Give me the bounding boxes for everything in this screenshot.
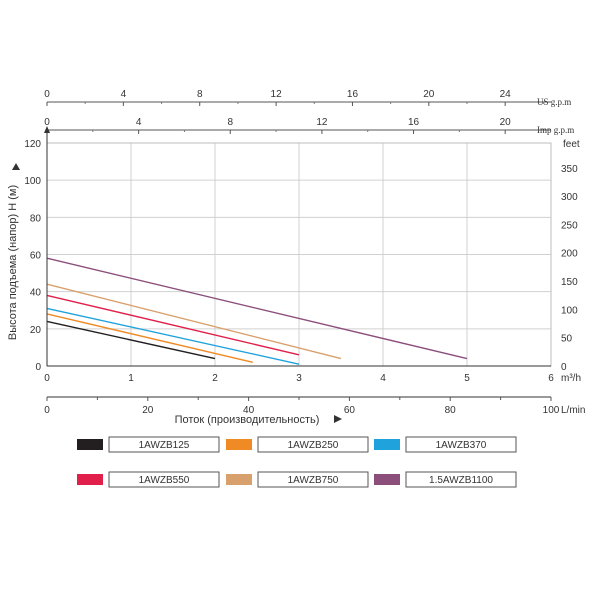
legend-swatch-1AWZB750	[226, 474, 252, 485]
m3h-tick-label: 6	[548, 373, 554, 384]
series-line-1AWZB750	[46, 283, 342, 360]
us-gpm-axis-unit: US g.p.m	[537, 97, 571, 107]
legend-label-1AWZB125: 1AWZB125	[139, 440, 190, 451]
x-axis-title: Поток (производительность)	[175, 414, 320, 426]
legend-label-1AWZB250: 1AWZB250	[288, 440, 339, 451]
lmin-axis-unit: L/min	[561, 405, 585, 416]
m3h-tick-label: 5	[464, 373, 470, 384]
imp-gpm-axis-tick-label: 12	[316, 117, 328, 128]
feet-tick-label: 250	[561, 220, 578, 231]
y-tick-label: 80	[30, 213, 42, 224]
chart-grid	[46, 142, 552, 367]
feet-tick-label: 0	[561, 362, 567, 373]
imp-gpm-axis-tick-label: 8	[227, 117, 233, 128]
legend-label-1AWZB370: 1AWZB370	[436, 440, 487, 451]
imp-gpm-axis-unit: Imp g.p.m	[537, 125, 574, 135]
y-tick-label: 120	[24, 139, 41, 150]
legend-swatch-1AWZB250	[226, 439, 252, 450]
us-gpm-axis-tick-label: 0	[44, 89, 50, 100]
y-tick-label: 40	[30, 288, 42, 299]
feet-tick-label: 300	[561, 192, 578, 203]
y-tick-label: 60	[30, 251, 42, 262]
us-gpm-axis-tick-label: 16	[347, 89, 359, 100]
us-gpm-axis-tick-label: 4	[121, 89, 127, 100]
lmin-tick-label: 60	[344, 405, 356, 416]
legend-swatch-1AWZB125	[77, 439, 103, 450]
y-axis-title: Высота подъема (напор) Н (м)	[7, 185, 19, 340]
lmin-tick-label: 20	[142, 405, 154, 416]
legend-box	[108, 471, 220, 488]
m3h-tick-label: 3	[296, 373, 302, 384]
legend-label-1AWZB550: 1AWZB550	[139, 475, 190, 486]
imp-gpm-axis-tick-label: 0	[44, 117, 50, 128]
y-tick-label: 0	[35, 362, 41, 373]
legend-box	[108, 436, 220, 453]
lmin-tick-label: 40	[243, 405, 255, 416]
legend-swatch-1AWZB370	[374, 439, 400, 450]
legend-swatch-1AWZB550	[77, 474, 103, 485]
us-gpm-axis-tick-label: 24	[500, 89, 512, 100]
series-line-1AWZB370	[46, 307, 300, 365]
us-gpm-axis-tick-label: 12	[271, 89, 283, 100]
m3h-tick-label: 0	[44, 373, 50, 384]
imp-gpm-axis-tick-label: 16	[408, 117, 420, 128]
top-flow-axes: 0 4 8 12 16 20 24 US g.p.m 0 4 8 12 16 20 Imp g.p.m	[44, 89, 574, 135]
us-gpm-axis-tick-label: 8	[197, 89, 203, 100]
chart-legend: 1AWZB125 1AWZB250 1AWZB370 1AWZB550 1AWZB750…	[77, 436, 517, 488]
legend-swatch-1.5AWZB1100	[374, 474, 400, 485]
m3h-tick-label: 1	[128, 373, 134, 384]
series-line-1AWZB550	[46, 294, 300, 356]
lmin-tick-label: 100	[543, 405, 560, 416]
series-line-1.5AWZB1100	[46, 257, 468, 360]
y-tick-label: 20	[30, 325, 42, 336]
y-title-arrow	[12, 163, 20, 170]
feet-tick-label: 50	[561, 334, 573, 345]
plot-area	[46, 257, 468, 365]
legend-box	[257, 436, 369, 453]
legend-box	[405, 471, 517, 488]
m3h-tick-label: 4	[380, 373, 386, 384]
legend-box	[405, 436, 517, 453]
legend-label-1.5AWZB1100: 1.5AWZB1100	[429, 475, 493, 486]
series-line-1AWZB250	[46, 313, 253, 363]
imp-gpm-axis-tick-label: 4	[136, 117, 142, 128]
feet-tick-label: 150	[561, 277, 578, 288]
m3h-axis-unit: m³/h	[561, 373, 581, 384]
m3h-tick-label: 2	[212, 373, 218, 384]
imp-gpm-axis-tick-label: 20	[500, 117, 512, 128]
lmin-tick-label: 0	[44, 405, 50, 416]
x-title-arrow	[334, 415, 342, 423]
series-line-1AWZB125	[46, 320, 216, 360]
feet-tick-label: 350	[561, 164, 578, 175]
legend-box	[257, 471, 369, 488]
lmin-tick-label: 80	[445, 405, 457, 416]
feet-tick-label: 100	[561, 305, 578, 316]
y-tick-label: 100	[24, 176, 41, 187]
legend-label-1AWZB750: 1AWZB750	[288, 475, 339, 486]
feet-axis-unit: feet	[563, 139, 580, 150]
us-gpm-axis-tick-label: 20	[423, 89, 435, 100]
feet-tick-label: 200	[561, 249, 578, 260]
y-axis-arrow	[44, 126, 50, 133]
